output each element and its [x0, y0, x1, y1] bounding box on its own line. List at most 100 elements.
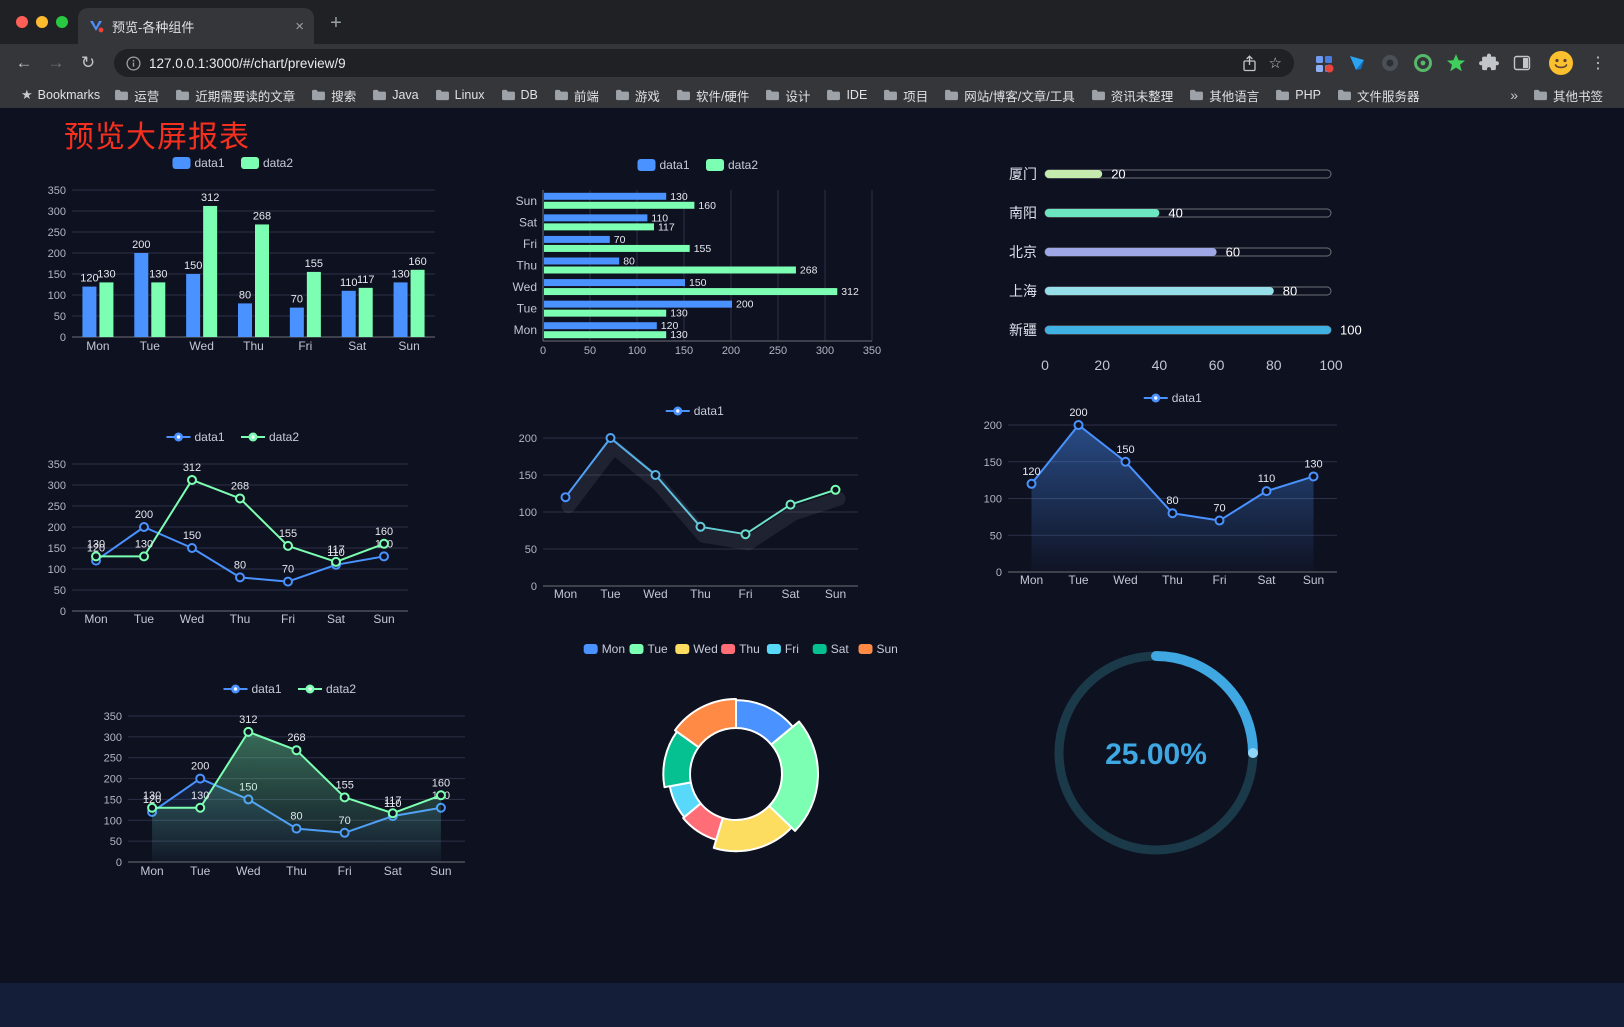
svg-text:50: 50: [525, 544, 537, 556]
legend-item-Sun[interactable]: Sun: [858, 642, 898, 656]
browser-menu-icon[interactable]: ⋮: [1590, 55, 1606, 72]
bookmarks-overflow-chevron[interactable]: »: [1510, 87, 1518, 103]
zoom-window-button[interactable]: [56, 16, 68, 28]
line-series-data2[interactable]: 130 130 312 268 155 117 160: [87, 462, 393, 567]
pie-slice-Wed[interactable]: [712, 804, 793, 853]
svg-text:20: 20: [1111, 167, 1125, 182]
svg-text:南阳: 南阳: [1009, 205, 1037, 221]
bookmark-folder[interactable]: 文件服务器: [1330, 86, 1427, 105]
bookmark-folder[interactable]: 资讯未整理: [1084, 86, 1181, 105]
bookmark-star-icon[interactable]: ☆: [1268, 55, 1282, 72]
svg-text:150: 150: [183, 530, 201, 542]
line-series-data1[interactable]: [560, 433, 846, 551]
legend-item-data1[interactable]: data1: [637, 158, 690, 172]
bookmark-folder[interactable]: 网站/博客/文章/工具: [937, 86, 1081, 105]
extension-green-circle-icon[interactable]: [1413, 53, 1433, 73]
pie-slice-Tue[interactable]: [768, 720, 819, 832]
hbar-series-data2[interactable]: 130 130 312 268 155 117 160: [544, 200, 859, 341]
line-series-data2[interactable]: 130 130 312 268 155 117 160: [143, 714, 450, 862]
svg-text:80: 80: [234, 559, 246, 571]
svg-text:150: 150: [48, 269, 66, 281]
svg-text:110: 110: [651, 212, 668, 224]
address-bar[interactable]: 127.0.0.1:3000/#/chart/preview/9 ☆: [114, 49, 1294, 77]
bar-series-data2[interactable]: 130 130 312 268 155 117 160: [97, 192, 427, 337]
bookmark-folder[interactable]: Linux: [428, 88, 492, 102]
line-series-data1[interactable]: 120 200 150 80 70 110 130: [1022, 407, 1323, 572]
minimize-window-button[interactable]: [36, 16, 48, 28]
svg-text:160: 160: [408, 256, 426, 268]
reload-button[interactable]: ↻: [80, 53, 96, 72]
legend-item-data2[interactable]: data2: [706, 158, 758, 172]
extension-dark-circle-icon[interactable]: [1380, 53, 1400, 73]
legend-item-data1[interactable]: data1: [166, 430, 225, 444]
svg-text:130: 130: [1304, 458, 1322, 470]
svg-text:Sat: Sat: [1257, 573, 1276, 587]
tab-close-icon[interactable]: ×: [295, 17, 304, 35]
legend-item-data2[interactable]: data2: [241, 156, 293, 170]
tab-favicon-icon: [88, 18, 104, 34]
svg-text:Fri: Fri: [281, 612, 295, 626]
svg-text:117: 117: [357, 274, 375, 286]
bookmark-folder[interactable]: 软件/硬件: [669, 86, 756, 105]
share-icon[interactable]: [1242, 54, 1257, 72]
legend-item-data1[interactable]: data1: [1143, 391, 1202, 405]
extension-kite-icon[interactable]: [1347, 53, 1367, 73]
legend-item-Fri[interactable]: Fri: [766, 642, 799, 656]
bar-series-data1[interactable]: 120 200 150 80 70 110 130: [80, 239, 410, 337]
line-series-data1[interactable]: 120 200 150 80 70 110 130: [87, 509, 393, 587]
bookmark-folder[interactable]: 其他语言: [1182, 86, 1266, 105]
legend-item-Wed[interactable]: Wed: [675, 642, 718, 656]
legend-item-data1[interactable]: data1: [172, 156, 225, 170]
other-bookmarks-folder[interactable]: 其他书签: [1526, 86, 1610, 105]
bookmark-label: 运营: [134, 89, 160, 104]
bookmark-folder[interactable]: PHP: [1268, 88, 1328, 102]
back-button[interactable]: ←: [15, 53, 33, 72]
bookmark-folder[interactable]: 设计: [758, 86, 817, 105]
bookmark-folder[interactable]: 运营: [107, 86, 166, 105]
legend-item-Tue[interactable]: Tue: [629, 642, 669, 656]
profile-avatar[interactable]: [1548, 50, 1574, 76]
svg-text:data2: data2: [326, 682, 356, 696]
extension-star-icon[interactable]: [1446, 53, 1466, 73]
bookmark-label: 项目: [903, 89, 929, 104]
folder-icon: [676, 89, 691, 101]
folder-icon: [175, 89, 190, 101]
svg-text:200: 200: [722, 345, 740, 357]
site-info-icon[interactable]: [126, 55, 141, 71]
bookmark-folder[interactable]: 前端: [547, 86, 606, 105]
bookmark-folder[interactable]: 近期需要读的文章: [168, 86, 302, 105]
legend-item-Thu[interactable]: Thu: [721, 642, 760, 656]
extension-grid-icon[interactable]: [1314, 53, 1334, 73]
svg-text:312: 312: [841, 286, 859, 298]
browser-tab[interactable]: 预览-各种组件 ×: [78, 8, 314, 44]
extensions-puzzle-icon[interactable]: [1479, 53, 1499, 73]
legend-item-Sat[interactable]: Sat: [812, 642, 850, 656]
folder-icon: [1091, 89, 1106, 101]
svg-text:Wed: Wed: [189, 339, 213, 353]
svg-text:155: 155: [335, 779, 353, 791]
new-tab-button[interactable]: +: [330, 11, 342, 34]
close-window-button[interactable]: [16, 16, 28, 28]
bookmark-folder[interactable]: Java: [365, 88, 425, 102]
bookmark-item-bookmarks[interactable]: ★ Bookmarks: [14, 87, 107, 103]
legend-item-data2[interactable]: data2: [241, 430, 299, 444]
bookmark-folder[interactable]: IDE: [819, 88, 874, 102]
legend-item-data1[interactable]: data1: [223, 682, 282, 696]
legend-item-data1[interactable]: data1: [665, 404, 724, 418]
bookmark-folder[interactable]: 游戏: [608, 86, 667, 105]
legend-item-data2[interactable]: data2: [298, 682, 356, 696]
pie-slice-Sun[interactable]: [673, 697, 737, 749]
svg-text:25.00%: 25.00%: [1105, 738, 1207, 771]
svg-text:data2: data2: [728, 158, 758, 172]
svg-text:312: 312: [239, 714, 257, 726]
legend-item-Mon[interactable]: Mon: [583, 642, 625, 656]
svg-text:117: 117: [658, 221, 675, 233]
bookmark-folder[interactable]: 项目: [876, 86, 935, 105]
bookmark-folder[interactable]: 搜索: [304, 86, 363, 105]
sidebar-icon[interactable]: [1512, 53, 1532, 73]
bookmark-folder[interactable]: DB: [494, 88, 545, 102]
url-text[interactable]: 127.0.0.1:3000/#/chart/preview/9: [149, 55, 346, 71]
bookmark-label: 资讯未整理: [1110, 89, 1174, 104]
forward-button[interactable]: →: [47, 53, 65, 72]
